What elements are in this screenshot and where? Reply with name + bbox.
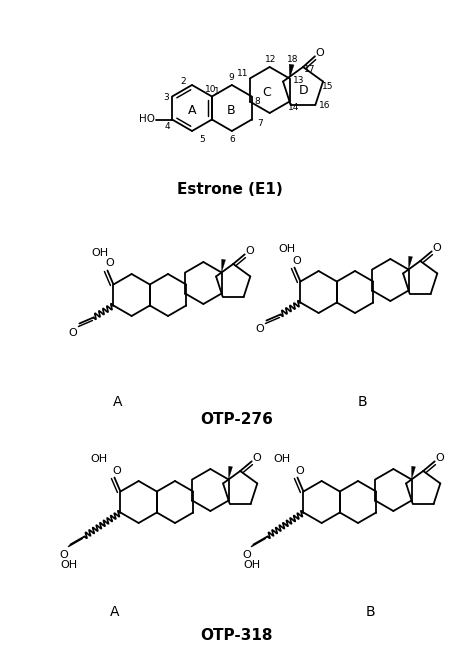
Text: O: O	[112, 466, 121, 476]
Text: 10: 10	[205, 85, 217, 94]
Text: A: A	[188, 103, 196, 117]
Text: O: O	[242, 550, 251, 560]
Text: C: C	[262, 87, 271, 99]
Text: OH: OH	[273, 454, 291, 464]
Text: OH: OH	[243, 560, 260, 570]
Text: OTP-276: OTP-276	[201, 412, 273, 428]
Text: 12: 12	[265, 55, 276, 63]
Text: B: B	[365, 605, 375, 619]
Text: O: O	[68, 327, 77, 338]
Text: 13: 13	[293, 76, 304, 85]
Text: HO: HO	[139, 115, 155, 125]
Text: O: O	[295, 466, 304, 476]
Text: 7: 7	[257, 119, 263, 128]
Text: O: O	[292, 255, 301, 265]
Text: B: B	[357, 395, 367, 409]
Text: 15: 15	[322, 82, 334, 91]
Text: 1: 1	[214, 87, 220, 96]
Text: O: O	[255, 325, 264, 334]
Text: 2: 2	[180, 77, 186, 85]
Text: 5: 5	[199, 135, 205, 143]
Text: OH: OH	[91, 454, 108, 464]
Text: 8: 8	[254, 97, 260, 106]
Text: Estrone (E1): Estrone (E1)	[177, 183, 283, 197]
Polygon shape	[221, 259, 226, 273]
Text: 17: 17	[304, 65, 316, 75]
Polygon shape	[409, 256, 412, 269]
Text: O: O	[59, 550, 68, 560]
Text: 18: 18	[287, 55, 298, 64]
Text: D: D	[299, 83, 309, 97]
Text: O: O	[432, 243, 441, 253]
Text: 6: 6	[229, 135, 235, 143]
Text: OH: OH	[278, 245, 295, 255]
Text: O: O	[252, 454, 261, 464]
Text: 11: 11	[237, 69, 248, 78]
Text: O: O	[316, 48, 324, 58]
Text: 9: 9	[228, 73, 234, 81]
Text: O: O	[105, 259, 114, 269]
Text: 4: 4	[164, 122, 170, 131]
Text: OH: OH	[91, 247, 108, 257]
Polygon shape	[411, 466, 416, 480]
Text: A: A	[113, 395, 123, 409]
Text: OH: OH	[60, 560, 77, 570]
Text: OTP-318: OTP-318	[201, 628, 273, 642]
Text: B: B	[227, 103, 235, 117]
Polygon shape	[228, 466, 233, 480]
Polygon shape	[289, 64, 294, 79]
Text: A: A	[110, 605, 120, 619]
Text: 16: 16	[319, 101, 330, 111]
Text: O: O	[246, 246, 254, 256]
Text: O: O	[435, 454, 444, 464]
Text: 3: 3	[163, 93, 169, 102]
Text: 14: 14	[288, 103, 299, 112]
